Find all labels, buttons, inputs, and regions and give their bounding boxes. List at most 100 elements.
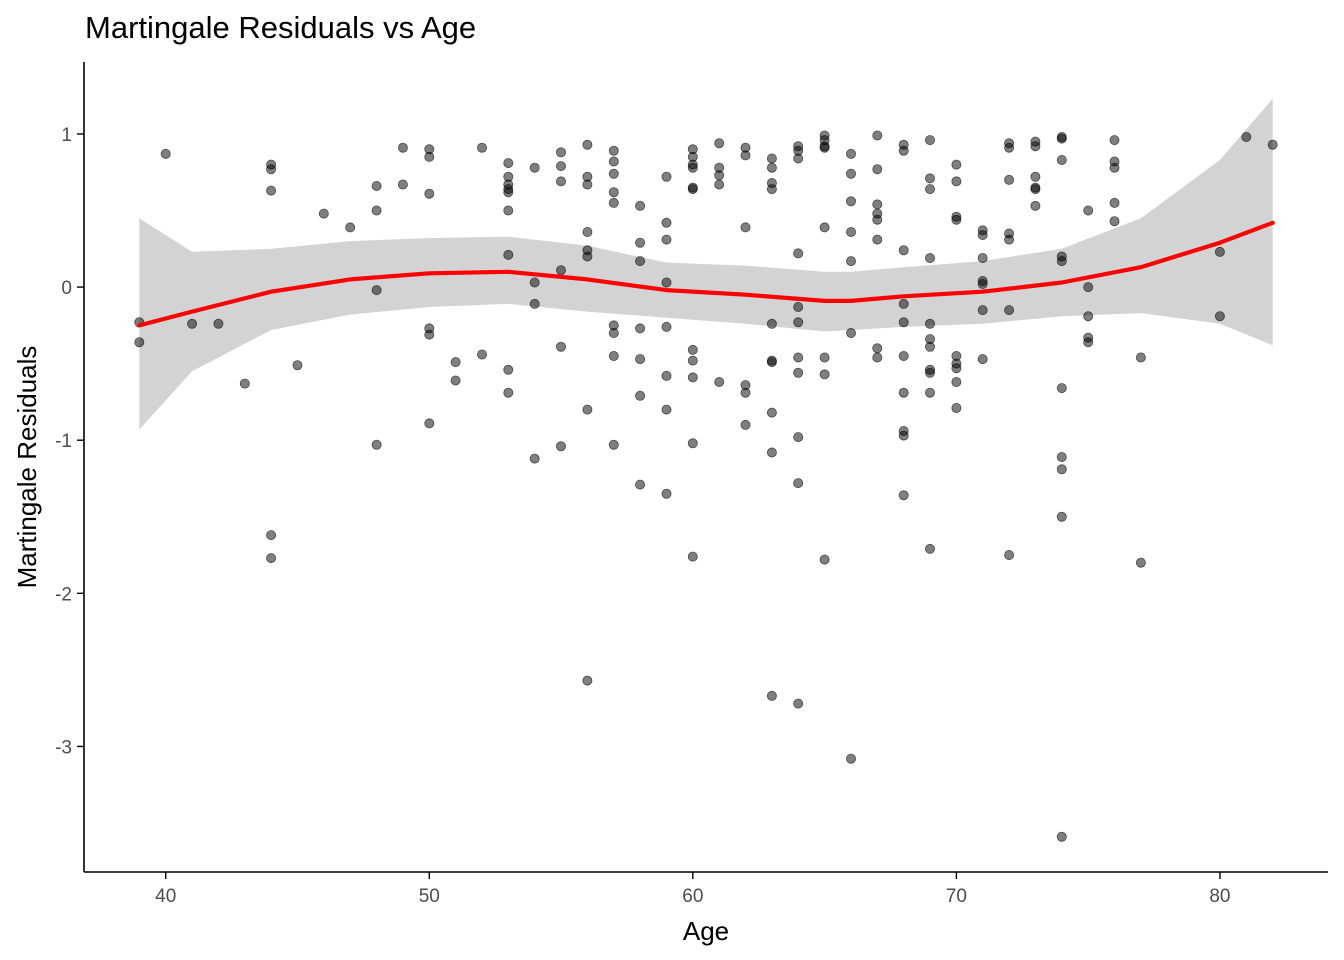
data-point <box>977 305 988 316</box>
data-point <box>925 367 936 378</box>
data-point <box>793 367 804 378</box>
data-point <box>766 357 777 368</box>
data-point <box>582 675 593 686</box>
data-point <box>846 196 857 207</box>
data-point <box>1109 197 1120 208</box>
data-point <box>951 176 962 187</box>
data-point <box>503 187 514 198</box>
data-point <box>1056 451 1067 462</box>
data-point <box>766 162 777 173</box>
x-tick-label: 60 <box>682 886 703 907</box>
data-point <box>582 251 593 262</box>
data-point <box>740 387 751 398</box>
data-point <box>898 145 909 156</box>
data-point <box>1267 139 1278 150</box>
data-point <box>1056 154 1067 165</box>
axes-layer: 40 50 60 70 80 1 0 -1 -2 -3 <box>55 62 1328 907</box>
data-point <box>872 164 883 175</box>
data-point <box>872 130 883 141</box>
data-point <box>661 370 672 381</box>
data-point <box>898 350 909 361</box>
data-point <box>371 205 382 216</box>
y-tick-label: -1 <box>55 431 72 452</box>
data-point <box>925 184 936 195</box>
data-point <box>608 350 619 361</box>
data-point <box>766 184 777 195</box>
data-point <box>793 301 804 312</box>
data-point <box>556 147 567 158</box>
confidence-band <box>139 98 1273 430</box>
data-point <box>793 478 804 489</box>
data-point <box>529 298 540 309</box>
data-point <box>556 341 567 352</box>
data-point <box>1056 383 1067 394</box>
data-point <box>793 153 804 164</box>
data-point <box>951 376 962 387</box>
data-point <box>898 245 909 256</box>
data-point <box>925 543 936 554</box>
data-point <box>977 229 988 240</box>
data-point <box>977 354 988 365</box>
x-tick-label: 80 <box>1209 886 1230 907</box>
data-point <box>687 372 698 383</box>
data-point <box>793 698 804 709</box>
data-point <box>1083 205 1094 216</box>
data-point <box>635 354 646 365</box>
confidence-band-layer <box>139 98 1273 430</box>
data-point <box>819 369 830 380</box>
data-point <box>1214 246 1225 257</box>
data-point <box>424 151 435 162</box>
y-axis-title: Martingale Residuals <box>12 346 42 589</box>
data-point <box>687 438 698 449</box>
data-point <box>503 158 514 169</box>
data-point <box>1083 337 1094 348</box>
data-point <box>450 357 461 368</box>
y-tick-label: -2 <box>55 584 72 605</box>
data-point <box>239 378 250 389</box>
data-point <box>793 317 804 328</box>
data-point <box>1056 133 1067 144</box>
data-point <box>582 226 593 237</box>
data-point <box>1109 216 1120 227</box>
data-point <box>1083 282 1094 293</box>
data-point <box>766 690 777 701</box>
data-point <box>529 277 540 288</box>
data-point <box>766 153 777 164</box>
smooth-line <box>137 220 1275 328</box>
data-point <box>529 453 540 464</box>
data-point <box>556 176 567 187</box>
data-point <box>503 205 514 216</box>
data-point <box>1056 464 1067 475</box>
data-point <box>846 256 857 267</box>
data-point <box>608 327 619 338</box>
data-point <box>977 252 988 263</box>
data-point <box>1109 162 1120 173</box>
data-point <box>925 341 936 352</box>
data-point <box>345 222 356 233</box>
data-point <box>846 168 857 179</box>
data-point <box>714 170 725 181</box>
data-point <box>371 285 382 296</box>
data-point <box>134 337 145 348</box>
data-point <box>687 162 698 173</box>
data-point <box>266 530 277 541</box>
data-point <box>766 407 777 418</box>
data-point <box>661 217 672 228</box>
data-point <box>687 184 698 195</box>
data-point <box>608 156 619 167</box>
data-point <box>608 439 619 450</box>
data-point <box>977 278 988 289</box>
data-point <box>793 248 804 259</box>
data-point <box>740 222 751 233</box>
data-point <box>951 214 962 225</box>
data-point <box>266 553 277 564</box>
data-point <box>819 352 830 363</box>
data-point <box>1056 256 1067 267</box>
data-point <box>1241 131 1252 142</box>
data-point <box>925 318 936 329</box>
data-point <box>872 352 883 363</box>
data-point <box>397 179 408 190</box>
data-point <box>187 318 198 329</box>
data-point <box>898 490 909 501</box>
